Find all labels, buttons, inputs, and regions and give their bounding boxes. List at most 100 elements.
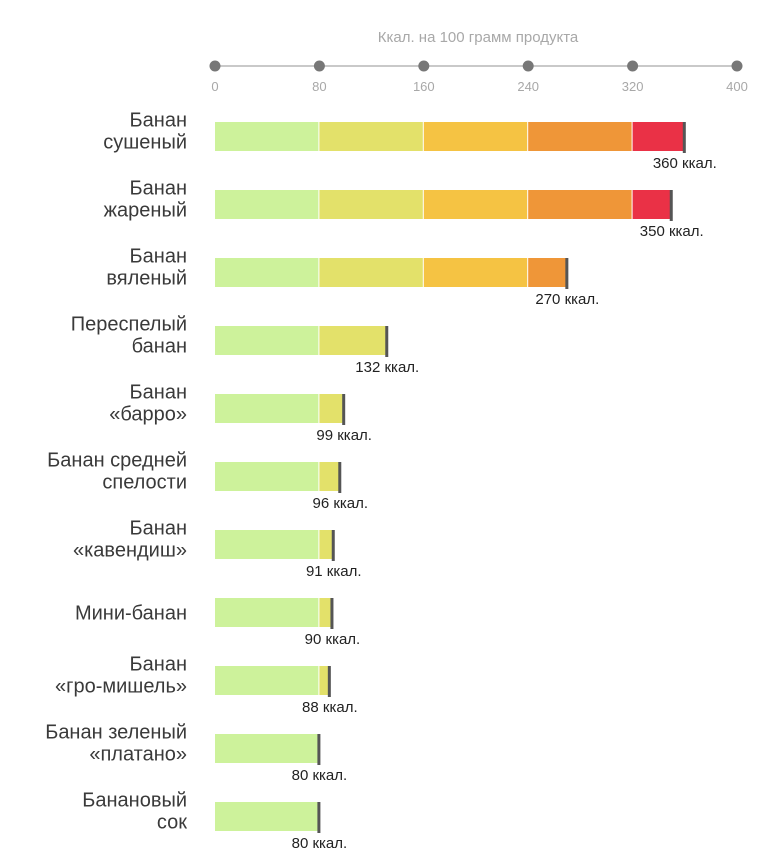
x-axis-tick-dot bbox=[522, 60, 534, 72]
bar-segment bbox=[215, 122, 320, 151]
category-label-line: Банан bbox=[130, 518, 187, 540]
value-label: 96 ккал. bbox=[312, 495, 368, 512]
category-label-line: Банан bbox=[130, 246, 187, 268]
category-label: Банан «гро-мишель» bbox=[55, 654, 187, 698]
category-label: Банан средней спелости bbox=[47, 450, 187, 494]
bar-segment bbox=[528, 190, 633, 219]
value-label: 360 ккал. bbox=[653, 155, 717, 172]
bar-row: 132 ккал. bbox=[215, 326, 419, 376]
bar-segment bbox=[215, 802, 320, 831]
x-axis-tick-dot bbox=[313, 60, 325, 72]
category-label: Банан «барро» bbox=[109, 382, 187, 426]
bar-segment bbox=[423, 258, 529, 287]
value-label: 90 ккал. bbox=[305, 631, 361, 648]
bar-segment bbox=[423, 122, 529, 151]
bar-end-marker bbox=[327, 666, 331, 697]
bar-segment bbox=[319, 598, 333, 627]
value-label: 270 ккал. bbox=[535, 291, 599, 308]
bar-end-marker bbox=[342, 394, 346, 425]
x-axis-tick-label: 80 bbox=[312, 79, 326, 94]
bar-row: 80 ккал. bbox=[215, 802, 347, 852]
bar-segment bbox=[632, 122, 685, 151]
bar-segment bbox=[215, 394, 320, 423]
bar-row: 88 ккал. bbox=[215, 666, 358, 716]
bar-segment bbox=[528, 258, 568, 287]
bar-segment bbox=[319, 326, 388, 355]
bar-row: 270 ккал. bbox=[215, 258, 599, 308]
bar-end-marker bbox=[338, 462, 342, 493]
category-label-line: сушеный bbox=[103, 132, 187, 154]
category-label-line: Банан bbox=[130, 110, 187, 132]
bar-end-marker bbox=[682, 122, 686, 153]
bars: 360 ккал. 350 ккал. 270 ккал. 132 ккал. 99 к… bbox=[215, 122, 717, 852]
bar-segment bbox=[528, 122, 633, 151]
bar-end-marker bbox=[669, 190, 673, 221]
category-label-line: Банан зеленый bbox=[45, 722, 187, 744]
category-label-line: «гро-мишель» bbox=[55, 676, 187, 698]
bar-end-marker bbox=[565, 258, 569, 289]
category-label-line: Банановый bbox=[82, 790, 187, 812]
bar-row: 91 ккал. bbox=[215, 530, 362, 580]
bar-segment bbox=[319, 394, 345, 423]
category-label-line: Мини-банан bbox=[75, 603, 187, 625]
bar-segment bbox=[319, 190, 424, 219]
value-label: 80 ккал. bbox=[292, 835, 348, 852]
bar-end-marker bbox=[330, 598, 334, 629]
bar-end-marker bbox=[385, 326, 389, 357]
bar-row: 350 ккал. bbox=[215, 190, 704, 240]
value-label: 350 ккал. bbox=[640, 223, 704, 240]
category-label-line: «барро» bbox=[109, 404, 187, 426]
bar-segment bbox=[319, 462, 341, 491]
x-axis-tick-dot bbox=[418, 60, 430, 72]
bar-segment bbox=[319, 666, 330, 695]
category-label-line: вяленый bbox=[106, 268, 187, 290]
x-axis-tick-label: 0 bbox=[211, 79, 218, 94]
x-axis-tick-dot bbox=[731, 60, 743, 72]
category-label-line: жареный bbox=[104, 200, 187, 222]
category-label-line: Переспелый bbox=[71, 314, 187, 336]
category-label-line: сок bbox=[157, 812, 187, 834]
x-axis-tick-label: 160 bbox=[413, 79, 435, 94]
value-label: 88 ккал. bbox=[302, 699, 358, 716]
bar-row: 360 ккал. bbox=[215, 122, 717, 172]
bar-segment bbox=[215, 462, 320, 491]
bar-segment bbox=[215, 734, 320, 763]
bar-segment bbox=[423, 190, 529, 219]
value-label: 99 ккал. bbox=[316, 427, 372, 444]
category-label: Банан «кавендиш» bbox=[73, 518, 187, 562]
category-label: Банан вяленый bbox=[106, 246, 187, 290]
value-label: 80 ккал. bbox=[292, 767, 348, 784]
bar-segment bbox=[215, 666, 320, 695]
category-label-line: спелости bbox=[102, 472, 187, 494]
category-label-line: Банан bbox=[130, 654, 187, 676]
category-label-line: Банан bbox=[130, 178, 187, 200]
bar-row: 96 ккал. bbox=[215, 462, 368, 512]
bar-segment bbox=[215, 190, 320, 219]
category-label-line: банан bbox=[132, 336, 187, 358]
category-label-line: Банан средней bbox=[47, 450, 187, 472]
bar-row: 99 ккал. bbox=[215, 394, 372, 444]
category-label: Мини-банан bbox=[75, 603, 187, 625]
bar-row: 90 ккал. bbox=[215, 598, 360, 648]
bar-segment bbox=[215, 258, 320, 287]
bar-segment bbox=[215, 530, 320, 559]
category-label: Переспелый банан bbox=[71, 314, 187, 358]
bar-segment bbox=[319, 122, 424, 151]
category-label-line: «кавендиш» bbox=[73, 540, 187, 562]
x-axis-tick-label: 240 bbox=[517, 79, 539, 94]
x-axis: 0 80 160 240 320 400 bbox=[209, 60, 748, 94]
category-label-line: Банан bbox=[130, 382, 187, 404]
x-axis-tick-label: 400 bbox=[726, 79, 748, 94]
bar-segment bbox=[215, 598, 320, 627]
x-axis-tick-dot bbox=[627, 60, 639, 72]
bar-end-marker bbox=[317, 734, 321, 765]
bar-segment bbox=[319, 530, 334, 559]
x-axis-tick-label: 320 bbox=[622, 79, 644, 94]
category-label: Банан жареный bbox=[104, 178, 187, 222]
x-axis-title: Ккал. на 100 грамм продукта bbox=[378, 29, 579, 46]
value-label: 132 ккал. bbox=[355, 359, 419, 376]
x-axis-tick-dot bbox=[209, 60, 221, 72]
value-label: 91 ккал. bbox=[306, 563, 362, 580]
